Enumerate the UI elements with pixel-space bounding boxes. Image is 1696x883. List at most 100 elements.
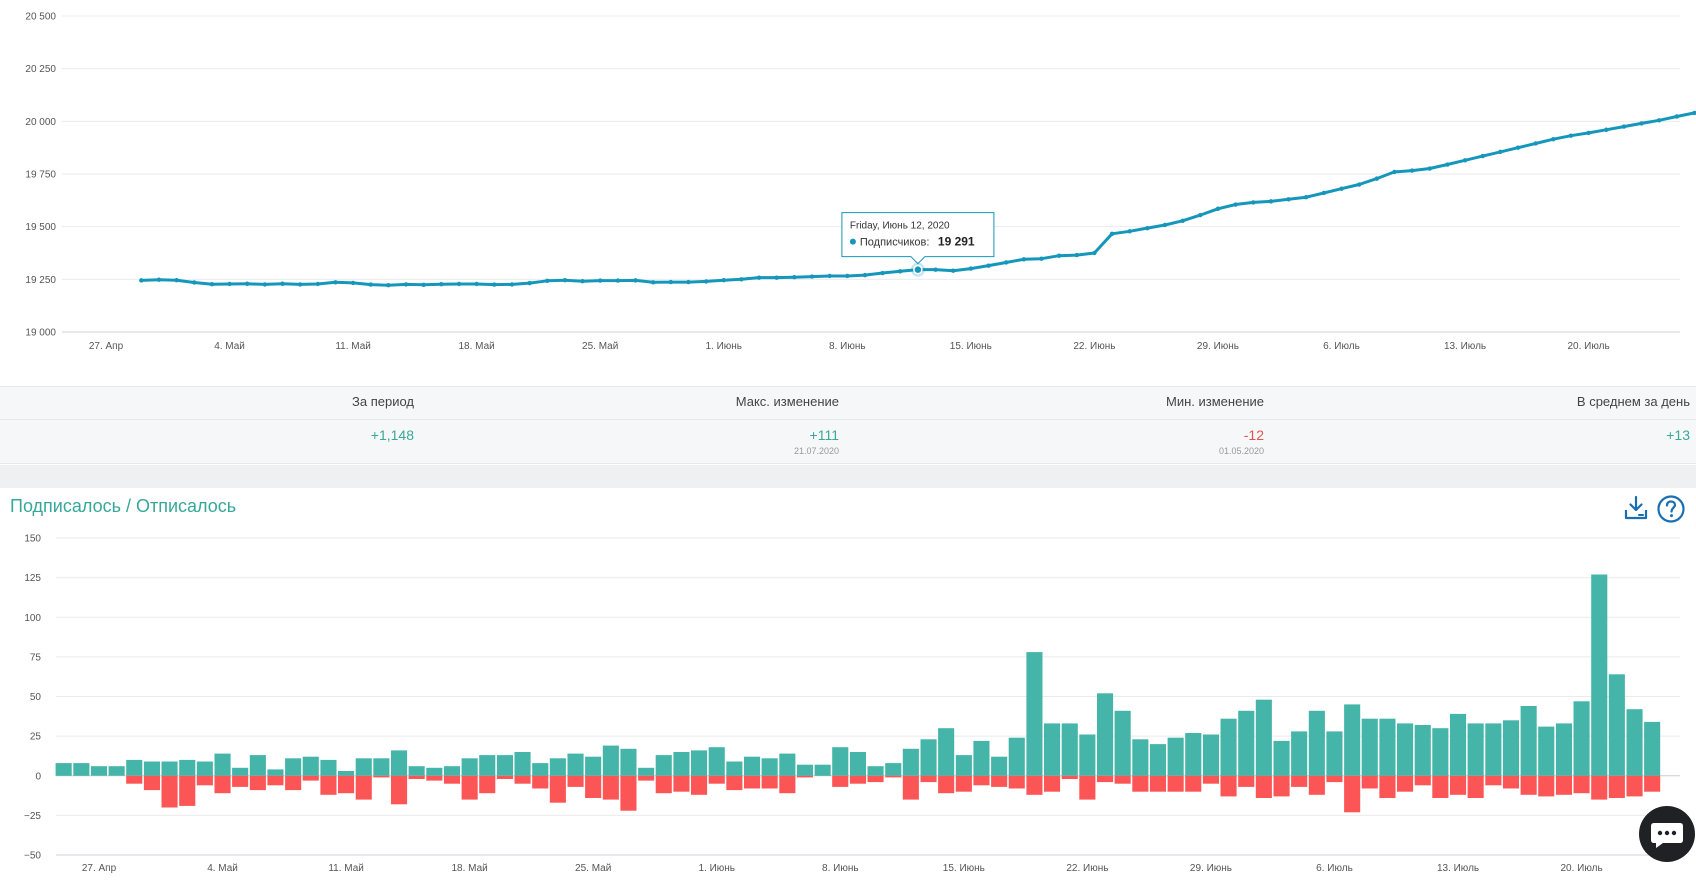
subscribers-point[interactable]: [1674, 114, 1680, 119]
unsubscribed-bar[interactable]: [1202, 775, 1219, 784]
subscribers-point[interactable]: [192, 280, 197, 285]
download-icon[interactable]: [1622, 494, 1650, 522]
subscribed-bar[interactable]: [1026, 652, 1043, 776]
subscribed-bar[interactable]: [902, 748, 919, 776]
subscribed-bar[interactable]: [1291, 731, 1308, 776]
subscribers-point[interactable]: [1251, 200, 1256, 205]
subscribers-point[interactable]: [933, 267, 938, 272]
unsubscribed-bar[interactable]: [1608, 775, 1625, 798]
unsubscribed-bar[interactable]: [602, 775, 619, 800]
unsubscribed-bar[interactable]: [1026, 775, 1043, 795]
subscribers-point[interactable]: [703, 279, 709, 284]
subscribed-bar[interactable]: [285, 758, 302, 776]
subscribers-point[interactable]: [368, 282, 373, 287]
unsubscribed-bar[interactable]: [1573, 775, 1590, 794]
unsubscribed-bar[interactable]: [408, 775, 425, 779]
subscribers-point[interactable]: [986, 263, 991, 268]
unsubscribed-bar[interactable]: [1538, 775, 1555, 797]
subscribed-bar[interactable]: [179, 759, 196, 776]
unsubscribed-bar[interactable]: [673, 775, 690, 792]
subscribers-point[interactable]: [1692, 110, 1696, 116]
subscribed-bar[interactable]: [408, 766, 425, 776]
subscribed-bar[interactable]: [1308, 710, 1325, 776]
subscribers-point[interactable]: [545, 278, 550, 284]
unsubscribed-bar[interactable]: [1502, 775, 1519, 789]
subscribed-bar[interactable]: [1079, 734, 1096, 776]
unsubscribed-bar[interactable]: [902, 775, 919, 800]
subscribed-bar[interactable]: [232, 767, 249, 776]
unsubscribed-bar[interactable]: [991, 775, 1008, 787]
subscribed-bar[interactable]: [1149, 744, 1166, 776]
unsubscribed-bar[interactable]: [1097, 775, 1114, 783]
unsubscribed-bar[interactable]: [708, 775, 725, 784]
subscribers-point[interactable]: [1056, 253, 1062, 258]
subscribers-point[interactable]: [668, 279, 673, 285]
subscribers-point[interactable]: [1021, 257, 1026, 262]
subscribed-bar[interactable]: [1008, 737, 1025, 776]
unsubscribed-bar[interactable]: [973, 775, 990, 786]
subscribers-point[interactable]: [1586, 130, 1591, 136]
unsubscribed-bar[interactable]: [1520, 775, 1537, 795]
unsubscribed-bar[interactable]: [1344, 775, 1361, 813]
unsubscribed-bar[interactable]: [585, 775, 602, 798]
subscribed-bar[interactable]: [1132, 739, 1149, 776]
unsubscribed-bar[interactable]: [214, 775, 231, 794]
subscribers-point[interactable]: [1621, 124, 1627, 129]
unsubscribed-bar[interactable]: [1149, 775, 1166, 792]
unsubscribed-bar[interactable]: [143, 775, 160, 791]
subscribed-bar[interactable]: [567, 753, 584, 776]
subscribers-point[interactable]: [245, 281, 250, 286]
unsubscribed-bar[interactable]: [920, 775, 937, 783]
unsubscribed-bar[interactable]: [638, 775, 655, 781]
unsubscribed-bar[interactable]: [1379, 775, 1396, 798]
subscribers-point[interactable]: [1321, 190, 1327, 196]
subscribers-point[interactable]: [227, 281, 232, 287]
subscribed-bar[interactable]: [708, 747, 725, 776]
subscribed-bar[interactable]: [355, 758, 372, 776]
subscribed-bar[interactable]: [1608, 674, 1625, 776]
subscribers-point[interactable]: [739, 277, 744, 282]
unsubscribed-bar[interactable]: [232, 775, 249, 787]
subscribed-bar[interactable]: [885, 763, 902, 776]
subscribed-bar[interactable]: [1432, 728, 1449, 776]
subscribed-bar[interactable]: [267, 769, 284, 776]
subscribers-point[interactable]: [1092, 250, 1097, 256]
unsubscribed-bar[interactable]: [1061, 775, 1078, 779]
unsubscribed-bar[interactable]: [373, 775, 390, 778]
unsubscribed-bar[interactable]: [549, 775, 566, 803]
subscribers-point[interactable]: [1392, 169, 1397, 175]
subscribers-point[interactable]: [562, 277, 568, 283]
subscribers-point[interactable]: [598, 278, 603, 283]
subscribed-bar[interactable]: [761, 758, 778, 776]
subscribers-point[interactable]: [1039, 256, 1044, 261]
subscribers-point[interactable]: [827, 273, 832, 279]
subscribers-point[interactable]: [1639, 121, 1644, 126]
subscribers-point[interactable]: [809, 274, 815, 279]
subscribed-bar[interactable]: [955, 755, 972, 776]
subscribed-bar[interactable]: [90, 766, 107, 776]
chat-button[interactable]: [1639, 806, 1695, 862]
unsubscribed-bar[interactable]: [1114, 775, 1131, 784]
subscribers-point[interactable]: [1074, 252, 1079, 258]
unsubscribed-bar[interactable]: [744, 775, 761, 789]
unsubscribed-bar[interactable]: [1238, 775, 1255, 787]
subscribers-point[interactable]: [580, 279, 585, 284]
unsubscribed-bar[interactable]: [479, 775, 496, 794]
unsubscribed-bar[interactable]: [567, 775, 584, 787]
subscribers-point[interactable]: [862, 272, 868, 278]
unsubscribed-bar[interactable]: [938, 775, 955, 794]
subscribed-bar[interactable]: [496, 755, 513, 776]
subscribed-bar[interactable]: [620, 748, 637, 776]
unsubscribed-bar[interactable]: [1308, 775, 1325, 795]
unsubscribed-bar[interactable]: [1167, 775, 1184, 792]
subscribers-point[interactable]: [1356, 182, 1362, 187]
subscribed-bar[interactable]: [143, 761, 160, 776]
subscribed-bar[interactable]: [602, 745, 619, 776]
subscribed-bar[interactable]: [1379, 718, 1396, 776]
subscribers-point[interactable]: [1127, 229, 1132, 234]
unsubscribed-bar[interactable]: [461, 775, 478, 800]
unsubscribed-bar[interactable]: [1008, 775, 1025, 789]
unsubscribed-bar[interactable]: [1644, 775, 1661, 792]
subscribers-point[interactable]: [509, 282, 515, 287]
subscribers-point[interactable]: [880, 270, 885, 276]
